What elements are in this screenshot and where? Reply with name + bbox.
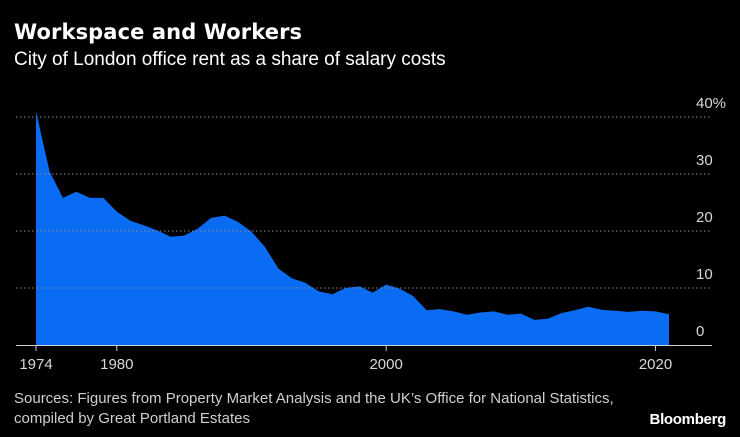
x-tick-label-2000: 2000 (369, 356, 402, 373)
y-tick-label-40: 40% (696, 95, 726, 112)
source-note: Sources: Figures from Property Market An… (14, 390, 614, 427)
x-tick-label-1974: 1974 (19, 356, 52, 373)
chart-subtitle: City of London office rent as a share of… (14, 49, 446, 70)
y-tick-label-0: 0 (696, 323, 704, 340)
y-tick-label-20: 20 (696, 209, 713, 226)
x-tick-label-1980: 1980 (100, 356, 133, 373)
area-chart: 0 10 20 30 40% 1974 1980 2000 2020 (16, 95, 726, 373)
x-tick-label-2020: 2020 (639, 356, 672, 373)
y-tick-label-10: 10 (696, 266, 713, 283)
y-tick-label-30: 30 (696, 152, 713, 169)
chart-title: Workspace and Workers (14, 20, 303, 44)
area-series-0 (36, 111, 669, 345)
bloomberg-logo: Bloomberg (649, 411, 727, 428)
